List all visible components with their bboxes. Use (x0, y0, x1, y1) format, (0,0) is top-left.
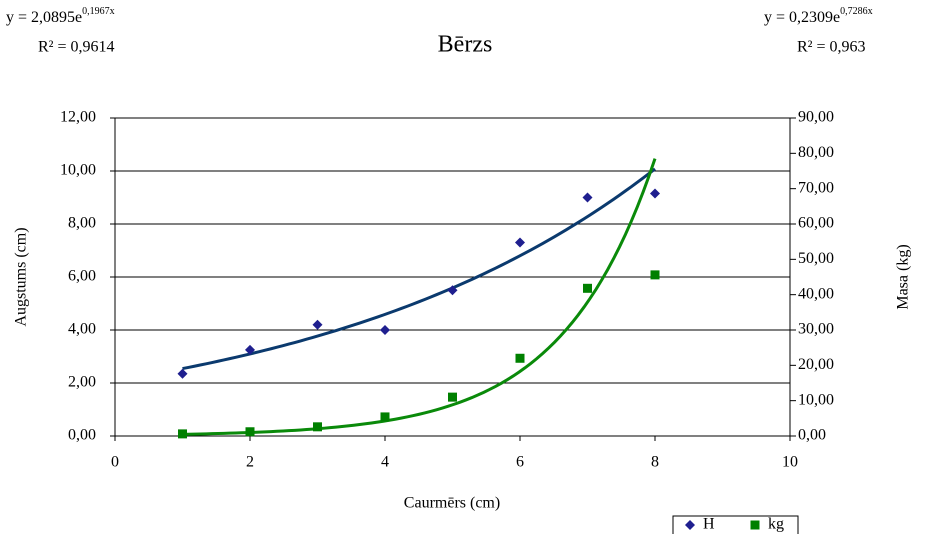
x-tick-label: 6 (516, 454, 524, 471)
y2-tick-label: 20,00 (798, 356, 834, 373)
x-tick-label: 0 (111, 454, 119, 471)
point (650, 270, 660, 280)
point (312, 319, 323, 330)
equation-base: y = 0,2309e (764, 9, 840, 26)
legend-label: H (703, 516, 715, 533)
trendline-r2: R² = 0,963 (797, 39, 866, 56)
point (583, 283, 592, 293)
equation-exponent: 0,7286x (840, 6, 873, 17)
point (447, 285, 458, 296)
equation-base: y = 2,0895e (6, 9, 82, 26)
trendline-r2: R² = 0,9614 (38, 39, 115, 56)
y2-tick-label: 10,00 (798, 391, 834, 408)
legend-box (672, 515, 799, 534)
legend-label: kg (768, 516, 784, 533)
y2-tick-label: 0,00 (798, 427, 826, 444)
point (515, 353, 525, 363)
trendline (182, 167, 656, 371)
x-axis-title: Caurmērs (cm) (404, 495, 500, 512)
x-tick-label: 4 (381, 454, 389, 471)
y2-tick-label: 70,00 (798, 179, 834, 196)
equation-exponent: 0,1967x (82, 6, 115, 17)
y2-tick-label: 90,00 (798, 109, 834, 126)
y-tick-label: 8,00 (68, 215, 96, 232)
x-tick-label: 10 (782, 454, 798, 471)
trendline-equation: y = 2,0895e0,1967x (6, 6, 115, 25)
trendline-equation: y = 0,2309e0,7286x (764, 6, 873, 25)
point (178, 429, 187, 439)
y-tick-label: 0,00 (68, 427, 96, 444)
point (650, 188, 660, 199)
point (245, 427, 255, 437)
x-tick-label: 2 (246, 454, 254, 471)
chart-title: Bērzs (438, 32, 493, 58)
point (177, 368, 188, 379)
point (448, 392, 457, 402)
point (750, 520, 760, 530)
y2-tick-label: 60,00 (798, 215, 834, 232)
point (685, 520, 695, 530)
point (515, 237, 525, 248)
point (380, 325, 390, 335)
y2-axis-title: Masa (kg) (895, 244, 912, 309)
point (245, 344, 255, 355)
trendline (182, 158, 657, 436)
y-tick-label: 4,00 (68, 321, 96, 338)
point (313, 422, 322, 432)
y2-tick-label: 80,00 (798, 144, 834, 161)
y-axis-title: Augstums (cm) (13, 227, 30, 326)
y-tick-label: 6,00 (68, 268, 96, 285)
y2-tick-label: 30,00 (798, 321, 834, 338)
y2-tick-label: 50,00 (798, 250, 834, 267)
y-tick-label: 2,00 (68, 374, 96, 391)
y2-tick-label: 40,00 (798, 285, 834, 302)
y-tick-label: 10,00 (60, 162, 96, 179)
y-tick-label: 12,00 (60, 109, 96, 126)
point (582, 192, 593, 203)
x-tick-label: 8 (651, 454, 659, 471)
point (380, 412, 390, 422)
